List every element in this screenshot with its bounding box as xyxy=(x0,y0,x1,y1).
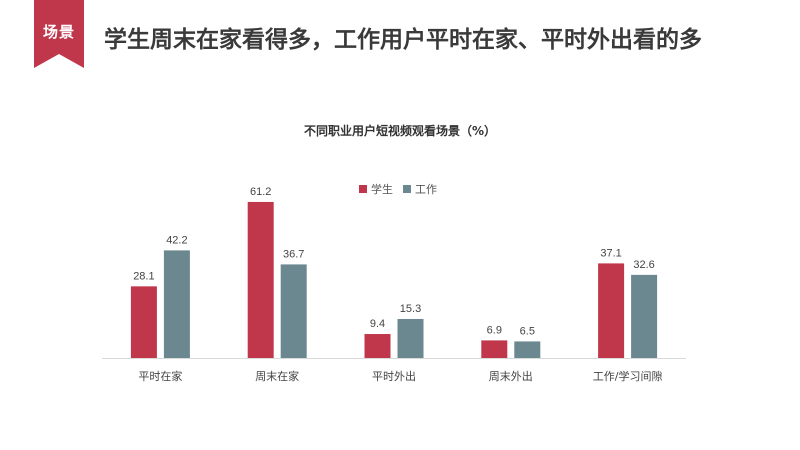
legend-swatch-student xyxy=(359,185,367,193)
data-label-work-0: 42.2 xyxy=(166,234,187,246)
data-label-work-3: 6.5 xyxy=(520,325,535,337)
x-tick-label-2: 平时外出 xyxy=(372,369,416,383)
bar-student-4 xyxy=(598,263,625,358)
section-tag-label: 场景 xyxy=(42,23,75,41)
ribbon-shape xyxy=(34,0,84,68)
legend-label-work: 工作 xyxy=(415,183,437,196)
bar-work-4 xyxy=(631,274,658,358)
bar-work-0 xyxy=(163,250,190,358)
legend-item-work: 工作 xyxy=(403,181,437,197)
data-label-student-2: 9.4 xyxy=(370,318,385,330)
bar-student-3 xyxy=(481,340,508,358)
bar-student-0 xyxy=(130,286,157,358)
section-tag: 场景 xyxy=(34,0,84,68)
x-tick-label-0: 平时在家 xyxy=(138,369,182,383)
bar-work-3 xyxy=(514,341,541,358)
bar-work-1 xyxy=(280,264,307,358)
chart-legend: 学生 工作 xyxy=(359,182,447,196)
legend-item-student: 学生 xyxy=(359,181,393,197)
chart-title: 不同职业用户短视频观看场景（%） xyxy=(303,124,497,138)
bar-student-1 xyxy=(247,201,274,358)
legend-label-student: 学生 xyxy=(371,183,393,196)
bar-student-2 xyxy=(364,334,391,358)
data-label-student-4: 37.1 xyxy=(600,247,621,259)
data-label-work-4: 32.6 xyxy=(633,259,654,271)
data-label-student-0: 28.1 xyxy=(133,270,154,282)
bar-work-2 xyxy=(397,318,424,358)
data-label-work-2: 15.3 xyxy=(400,303,421,315)
legend-swatch-work xyxy=(403,185,411,193)
data-label-work-1: 36.7 xyxy=(283,248,304,260)
x-tick-label-4: 工作/学习间隙 xyxy=(593,369,663,383)
x-tick-label-3: 周末外出 xyxy=(489,369,533,383)
data-label-student-3: 6.9 xyxy=(487,324,502,336)
data-label-student-1: 61.2 xyxy=(250,186,271,198)
page-headline: 学生周末在家看得多，工作用户平时在家、平时外出看的多 xyxy=(104,27,702,53)
x-tick-label-1: 周末在家 xyxy=(255,369,299,383)
